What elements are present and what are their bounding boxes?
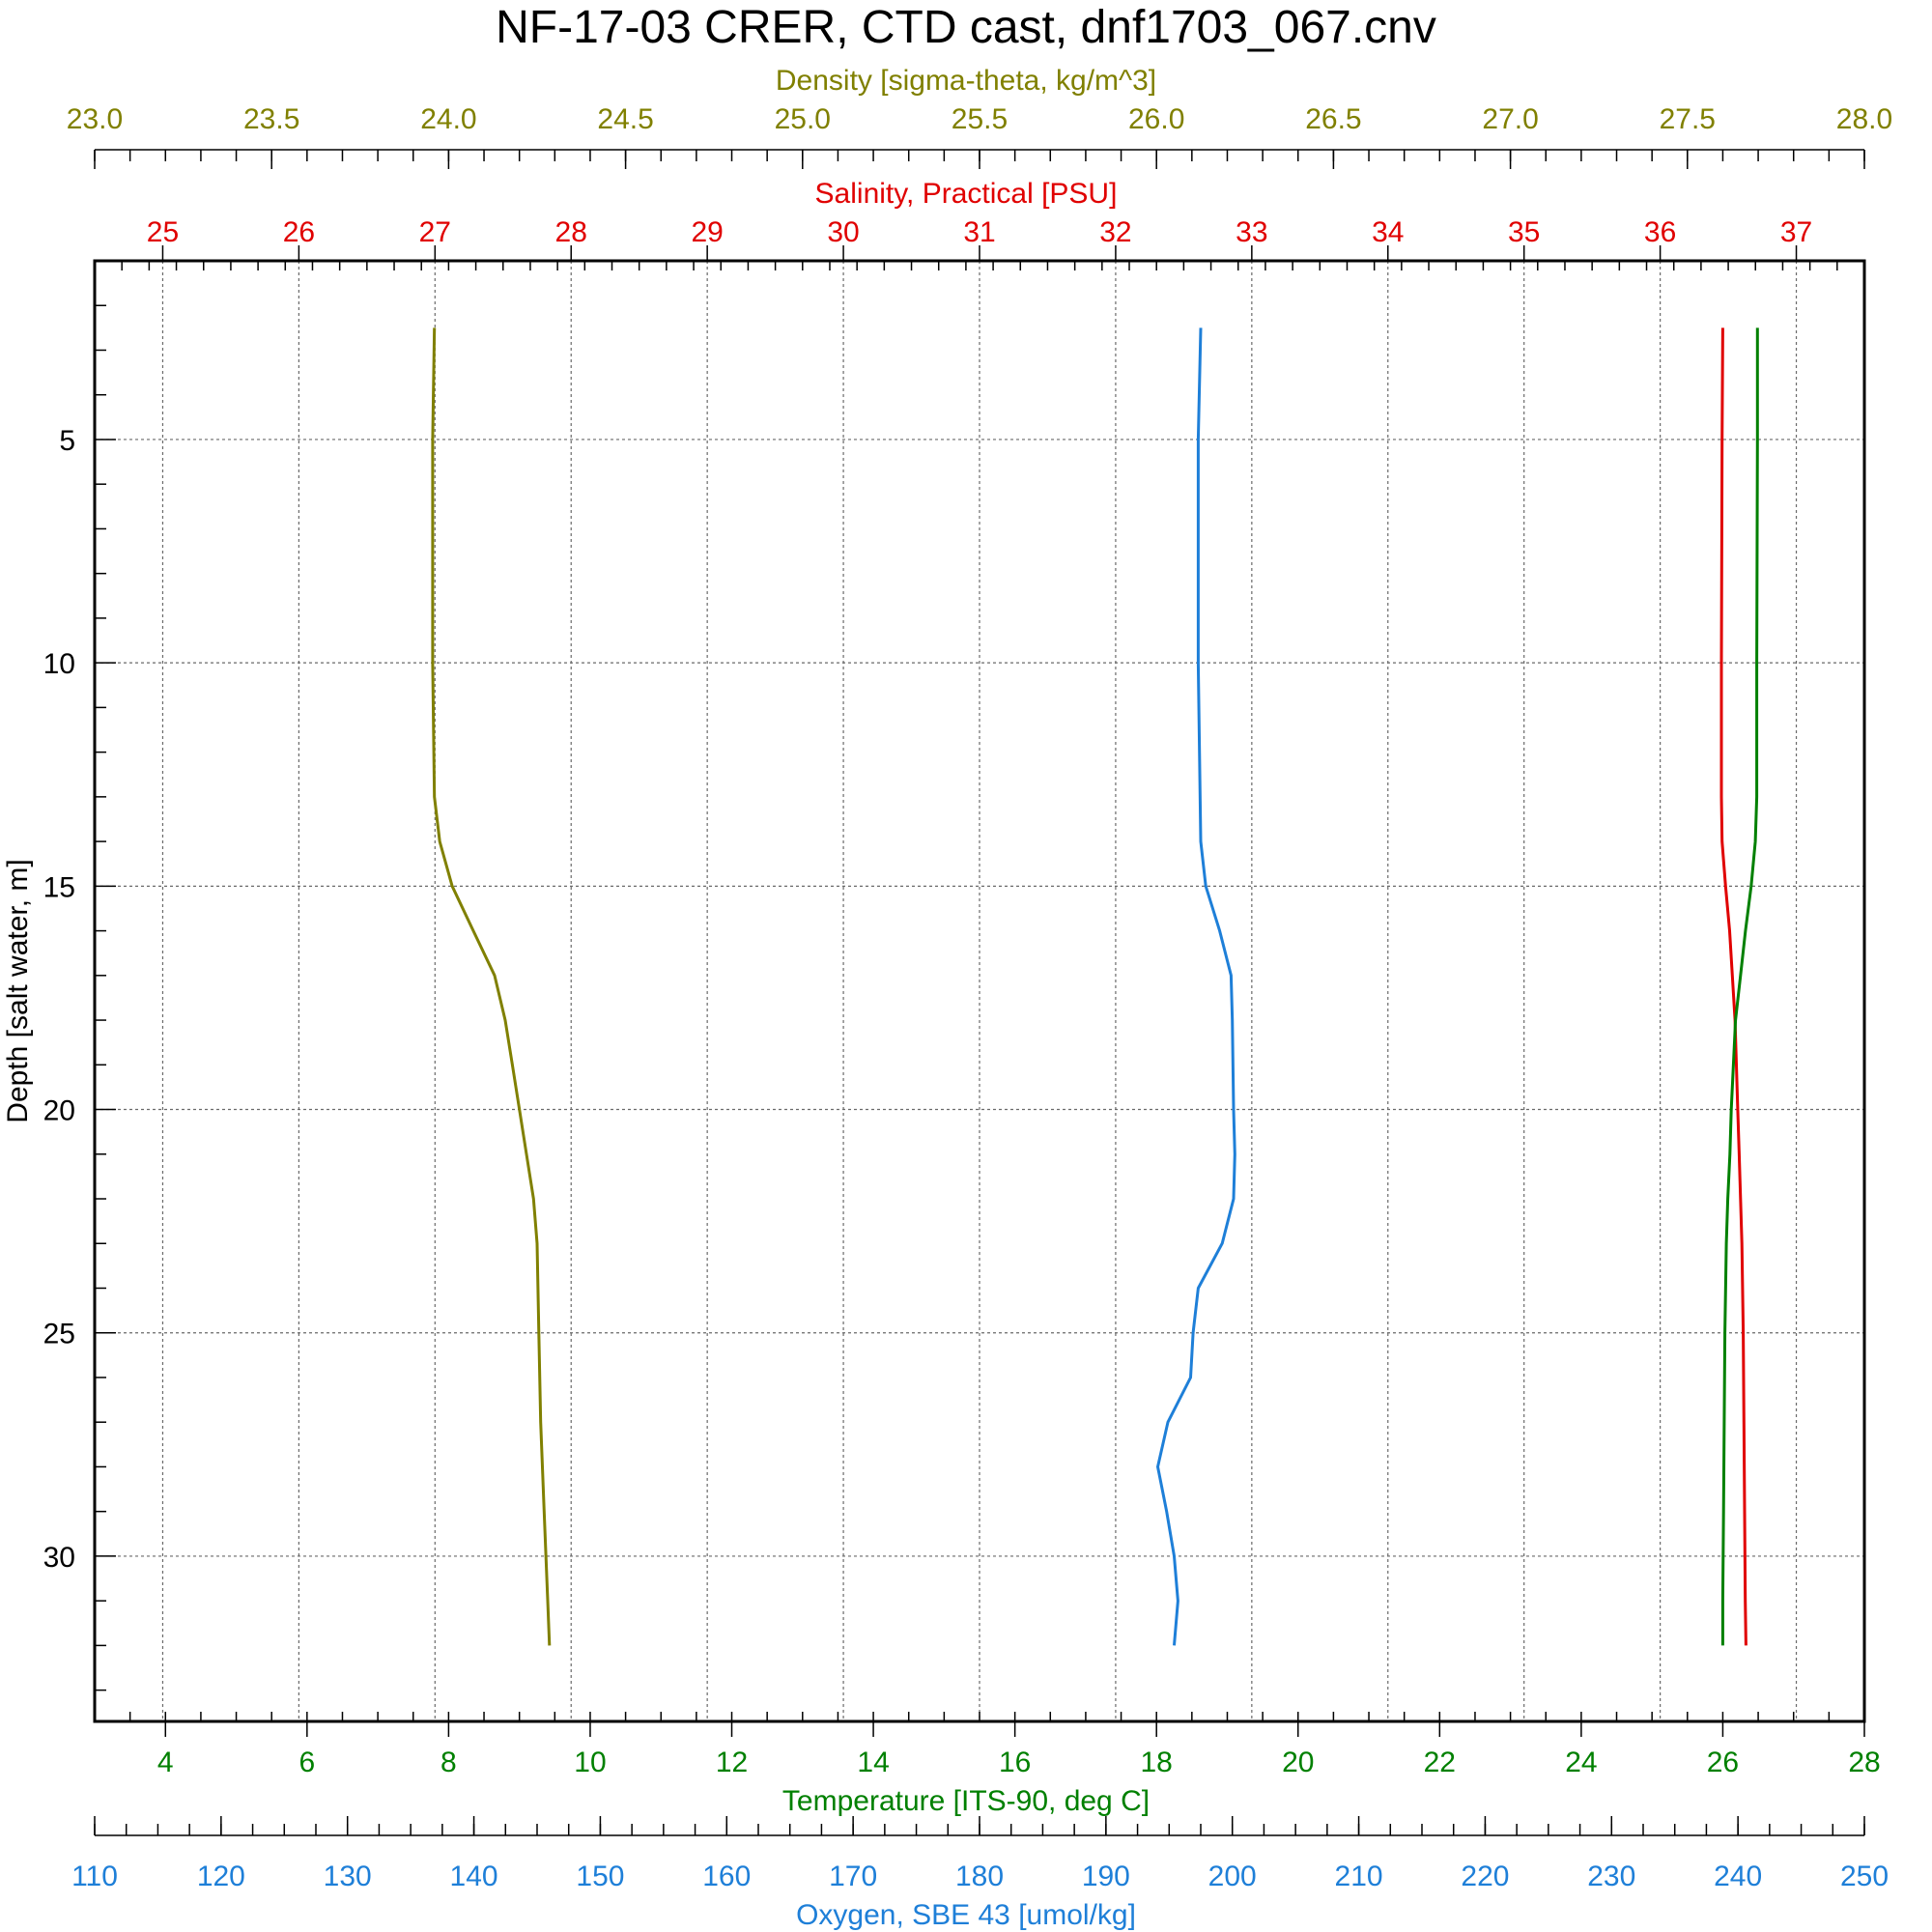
depth-tick-label: 20: [43, 1095, 75, 1127]
oxygen-tick-label: 110: [71, 1861, 118, 1892]
oxygen-tick-label: 170: [829, 1861, 877, 1892]
chart-title: NF-17-03 CRER, CTD cast, dnf1703_067.cnv: [496, 2, 1436, 53]
oxygen-tick-label: 120: [197, 1861, 245, 1892]
depth-tick-label: 5: [59, 425, 75, 457]
density-tick-label: 24.5: [597, 103, 653, 135]
density-profile-line: [431, 327, 552, 1646]
salinity-tick-label: 37: [1780, 216, 1812, 248]
depth-axis-label: Depth [salt water, m]: [2, 859, 34, 1122]
salinity-tick-label: 33: [1236, 216, 1267, 248]
temperature-profile-line: [1720, 327, 1759, 1646]
temperature-tick-label: 14: [857, 1747, 889, 1778]
depth-tick-label: 25: [43, 1319, 75, 1350]
salinity-profile-line: [1719, 327, 1747, 1646]
series-group: [431, 327, 1759, 1646]
temperature-tick-label: 28: [1848, 1747, 1880, 1778]
salinity-tick-label: 30: [827, 216, 859, 248]
salinity-tick-label: 27: [419, 216, 451, 248]
oxygen-tick-label: 220: [1461, 1861, 1509, 1892]
oxygen-tick-label: 230: [1587, 1861, 1635, 1892]
density-tick-label: 26.0: [1128, 103, 1184, 135]
oxygen-tick-label: 130: [324, 1861, 372, 1892]
oxygen-axis-label: Oxygen, SBE 43 [umol/kg]: [796, 1899, 1136, 1931]
salinity-tick-label: 32: [1099, 216, 1131, 248]
temperature-tick-label: 24: [1565, 1747, 1597, 1778]
salinity-tick-label: 36: [1644, 216, 1676, 248]
temperature-tick-label: 20: [1282, 1747, 1314, 1778]
salinity-tick-label: 28: [555, 216, 587, 248]
oxygen-tick-label: 200: [1208, 1861, 1257, 1892]
density-tick-label: 27.0: [1482, 103, 1538, 135]
temperature-tick-label: 16: [999, 1747, 1031, 1778]
temperature-tick-label: 6: [298, 1747, 315, 1778]
density-tick-label: 23.5: [243, 103, 299, 135]
temperature-tick-label: 8: [440, 1747, 457, 1778]
density-tick-label: 23.0: [67, 103, 123, 135]
oxygen-tick-label: 140: [450, 1861, 498, 1892]
depth-tick-label: 15: [43, 871, 75, 903]
salinity-tick-label: 31: [963, 216, 995, 248]
temperature-tick-label: 12: [716, 1747, 748, 1778]
depth-tick-label: 30: [43, 1542, 75, 1574]
oxygen-tick-label: 210: [1335, 1861, 1383, 1892]
temperature-tick-label: 22: [1424, 1747, 1456, 1778]
salinity-axis-label: Salinity, Practical [PSU]: [815, 178, 1118, 210]
salinity-tick-label: 26: [283, 216, 315, 248]
density-axis-label: Density [sigma-theta, kg/m^3]: [776, 65, 1156, 97]
density-tick-label: 26.5: [1305, 103, 1361, 135]
density-tick-label: 28.0: [1836, 103, 1892, 135]
temperature-tick-label: 26: [1707, 1747, 1739, 1778]
temperature-axis-label: Temperature [ITS-90, deg C]: [782, 1785, 1150, 1817]
oxygen-tick-label: 250: [1840, 1861, 1889, 1892]
temperature-tick-label: 18: [1141, 1747, 1173, 1778]
salinity-tick-label: 34: [1372, 216, 1404, 248]
oxygen-tick-label: 240: [1714, 1861, 1762, 1892]
density-tick-label: 25.5: [952, 103, 1008, 135]
oxygen-tick-label: 150: [576, 1861, 624, 1892]
oxygen-profile-line: [1156, 327, 1236, 1646]
plot-frame: [93, 259, 1866, 1723]
grid: [95, 261, 1864, 1721]
oxygen-tick-label: 180: [955, 1861, 1004, 1892]
oxygen-tick-label: 160: [702, 1861, 751, 1892]
salinity-tick-label: 25: [147, 216, 179, 248]
salinity-tick-label: 29: [691, 216, 723, 248]
density-tick-label: 24.0: [420, 103, 476, 135]
oxygen-tick-label: 190: [1082, 1861, 1130, 1892]
salinity-tick-label: 35: [1508, 216, 1540, 248]
density-tick-label: 27.5: [1660, 103, 1716, 135]
temperature-tick-label: 4: [157, 1747, 174, 1778]
density-tick-label: 25.0: [775, 103, 831, 135]
depth-tick-label: 10: [43, 648, 75, 680]
temperature-tick-label: 10: [574, 1747, 606, 1778]
